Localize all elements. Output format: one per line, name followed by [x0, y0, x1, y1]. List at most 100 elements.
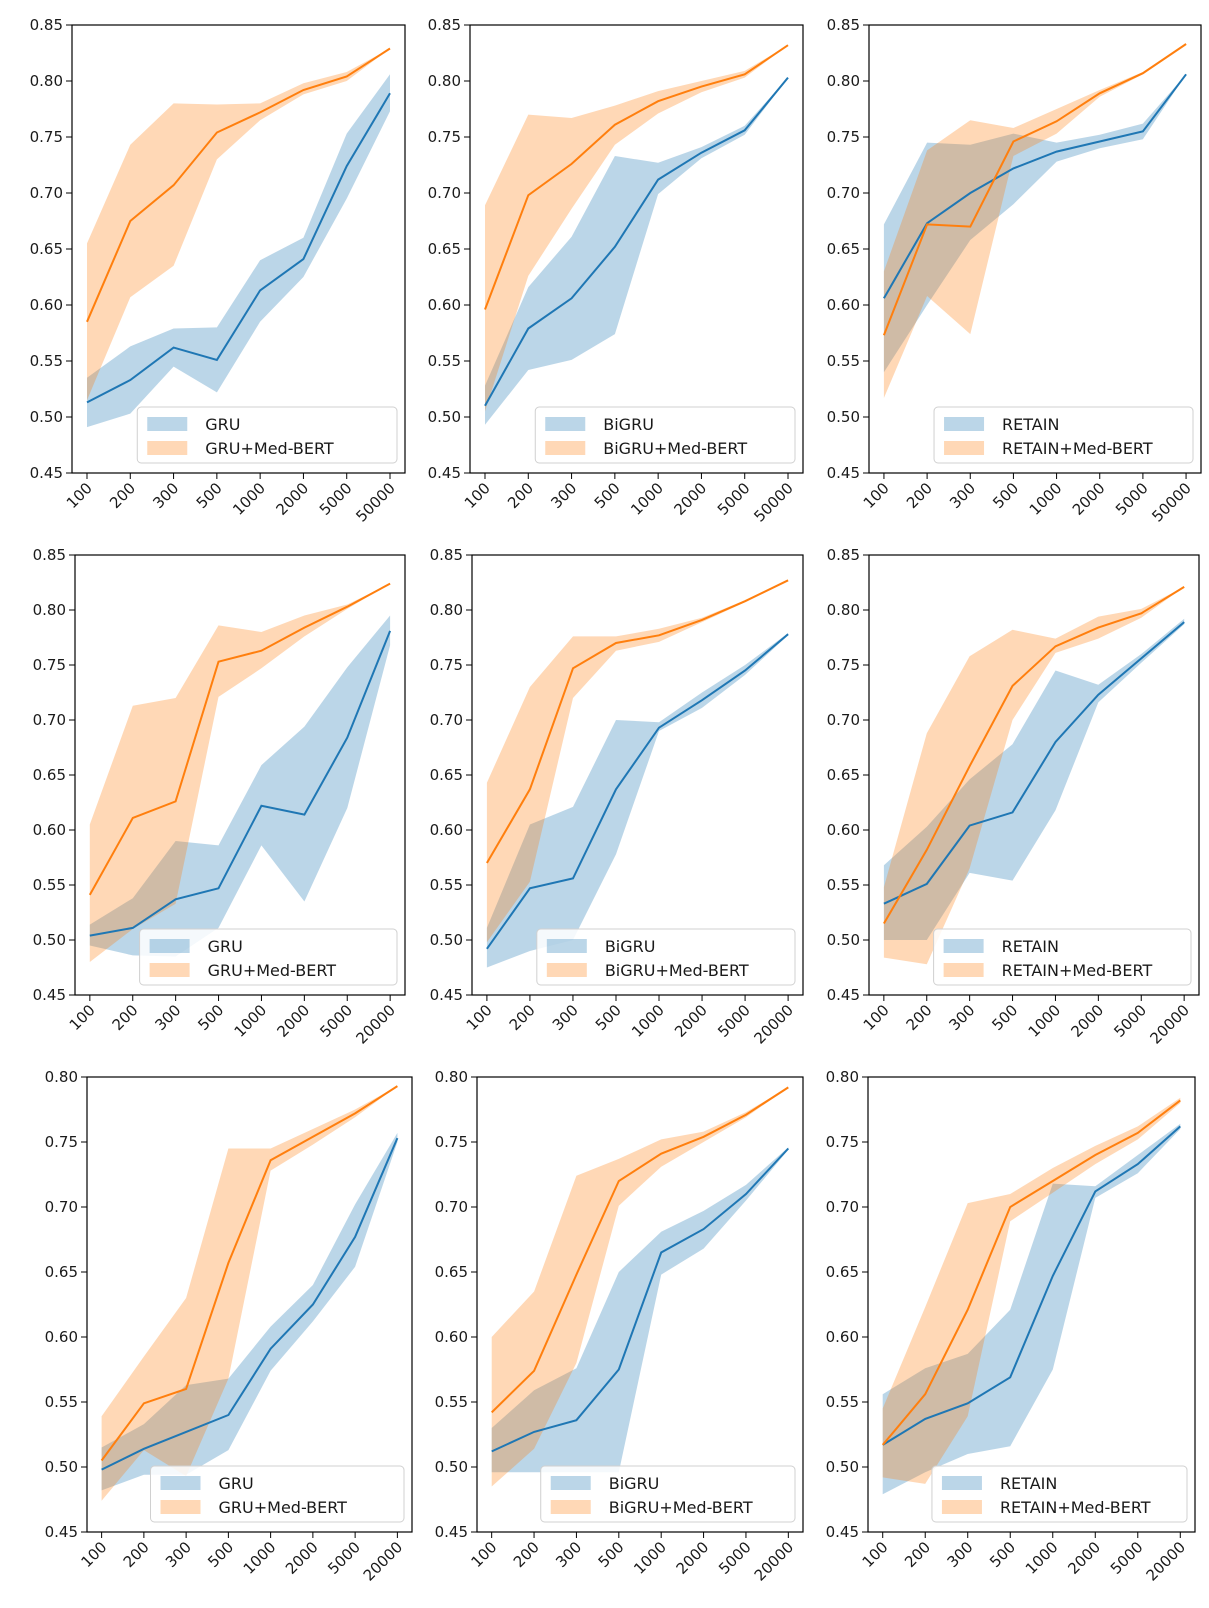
legend-swatch	[545, 417, 586, 431]
legend: GRU GRU+Med-BERT	[139, 928, 398, 986]
y-tick-label: 0.45	[33, 986, 66, 1004]
legend-label: GRU+Med-BERT	[219, 1498, 348, 1517]
y-tick-label: 0.75	[826, 1133, 859, 1151]
x-tick-label: 5000	[324, 1538, 364, 1578]
x-tick-label: 2000	[671, 479, 711, 519]
y-tick-label: 0.80	[30, 72, 63, 90]
band-bigru	[485, 77, 788, 425]
y-tick-label: 0.45	[435, 1523, 468, 1541]
x-tick-label: 1000	[628, 1001, 668, 1041]
y-tick-label: 0.75	[30, 128, 63, 146]
line-gru-med-bert	[86, 47, 391, 323]
y-tick-label: 0.75	[827, 656, 860, 674]
x-tick-label: 5000	[1110, 1001, 1150, 1041]
legend-label: GRU	[208, 937, 243, 956]
x-tick-label: 500	[592, 1001, 625, 1034]
legend-label: RETAIN	[1002, 415, 1059, 434]
panel-row3-col1: 0.45 0.50 0.55 0.60 0.65 0.70 0.75 0.80 100 200 30…	[45, 1068, 413, 1585]
y-tick-label: 0.70	[827, 184, 860, 202]
band-bigru	[486, 633, 789, 968]
x-tick-label: 100	[66, 1001, 99, 1034]
line-bigru-med-bert	[484, 44, 789, 310]
legend-box	[136, 406, 398, 464]
y-tick-label: 0.70	[826, 1198, 859, 1216]
y-tick-label: 0.85	[428, 16, 461, 34]
x-tick-label: 20000	[751, 1538, 797, 1584]
y-tick-label: 0.45	[826, 1523, 859, 1541]
legend-swatch	[944, 417, 985, 431]
x-tick-label: 5000	[1112, 479, 1152, 519]
y-tick-label: 0.50	[827, 931, 860, 949]
x-tick-label: 200	[903, 1001, 936, 1034]
y-tick-label: 0.50	[30, 408, 63, 426]
legend: BiGRU BiGRU+Med-BERT	[536, 928, 796, 986]
y-tick-label: 0.70	[430, 711, 463, 729]
legend-swatch	[160, 1500, 201, 1514]
x-tick-label: 5000	[715, 1538, 755, 1578]
y-tick-label: 0.45	[45, 1523, 78, 1541]
x-tick-label: 500	[591, 479, 624, 512]
y-tick-label: 0.50	[45, 1458, 78, 1476]
y-tick-label: 0.65	[33, 766, 66, 784]
y-tick-label: 0.55	[30, 352, 63, 370]
y-tick-label: 0.55	[33, 876, 66, 894]
line-retain	[883, 73, 1187, 299]
y-tick-label: 0.70	[435, 1198, 468, 1216]
x-tick-label: 20000	[360, 1538, 406, 1584]
line-bigru	[484, 76, 789, 407]
y-tick-label: 0.60	[435, 1328, 468, 1346]
y-tick-label: 0.85	[30, 16, 63, 34]
legend-label: BiGRU	[609, 1474, 660, 1493]
y-tick-label: 0.45	[430, 986, 463, 1004]
legend-swatch	[546, 939, 587, 953]
line-bigru-med-bert	[490, 1086, 789, 1414]
legend-swatch	[160, 1476, 201, 1490]
y-tick-label: 0.65	[30, 240, 63, 258]
panel-row2-col3: 0.45 0.50 0.55 0.60 0.65 0.70 0.75 0.80 0.85 100 2…	[827, 546, 1200, 1048]
x-tick-label: 500	[595, 1538, 628, 1571]
y-tick-label: 0.55	[827, 352, 860, 370]
line-retain	[883, 621, 1185, 905]
legend-box	[931, 1465, 1188, 1523]
x-tick-label: 300	[549, 1001, 582, 1034]
x-tick-label: 500	[986, 1538, 1019, 1571]
legend-label: RETAIN+Med-BERT	[1002, 439, 1153, 458]
legend-swatch	[550, 1500, 591, 1514]
y-tick-label: 0.55	[435, 1393, 468, 1411]
legend-swatch	[546, 963, 587, 977]
x-tick-label: 20000	[353, 1001, 399, 1047]
y-tick-label: 0.60	[827, 821, 860, 839]
legend-label: GRU	[219, 1474, 254, 1493]
y-tick-label: 0.60	[30, 296, 63, 314]
y-tick-label: 0.70	[45, 1198, 78, 1216]
x-tick-label: 100	[461, 479, 494, 512]
x-tick-label: 2000	[282, 1538, 322, 1578]
x-tick-label: 100	[468, 1538, 501, 1571]
y-tick-label: 0.65	[430, 766, 463, 784]
band-gru	[89, 615, 391, 957]
y-tick-label: 0.55	[45, 1393, 78, 1411]
legend-swatch	[944, 441, 985, 455]
legend-box	[534, 406, 796, 464]
y-tick-label: 0.70	[30, 184, 63, 202]
y-tick-label: 0.60	[45, 1328, 78, 1346]
y-tick-label: 0.60	[33, 821, 66, 839]
x-tick-label: 1000	[229, 479, 269, 519]
band-retain-med-bert	[883, 44, 1187, 398]
x-tick-label: 2000	[1069, 479, 1109, 519]
y-tick-label: 0.70	[827, 711, 860, 729]
y-tick-label: 0.70	[33, 711, 66, 729]
line-gru	[86, 92, 391, 404]
x-tick-label: 1000	[630, 1538, 670, 1578]
y-tick-label: 0.45	[428, 464, 461, 482]
line-retain-med-bert	[883, 586, 1185, 925]
y-tick-label: 0.70	[428, 184, 461, 202]
x-tick-label: 300	[945, 1001, 978, 1034]
x-tick-label: 300	[151, 1001, 184, 1034]
x-tick-label: 100	[63, 479, 96, 512]
x-tick-label: 300	[162, 1538, 195, 1571]
legend-label: GRU+Med-BERT	[205, 439, 334, 458]
band-retain	[883, 74, 1187, 373]
y-tick-label: 0.45	[827, 464, 860, 482]
legend-label: BiGRU+Med-BERT	[605, 961, 749, 980]
